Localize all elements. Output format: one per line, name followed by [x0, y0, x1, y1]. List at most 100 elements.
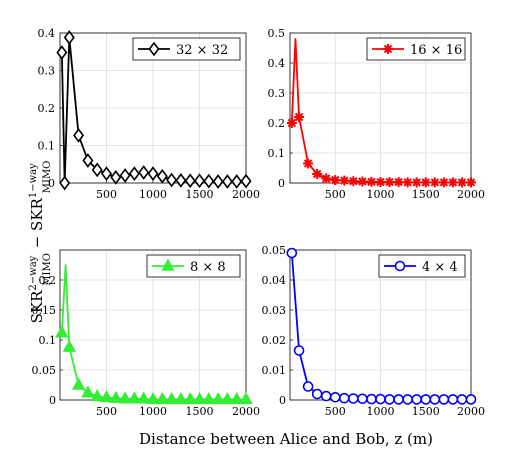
subplot-grid: 500 1000 1500 2000 0 0.1 0.2 0.3 0.4 32 × 32 500 10…	[32, 27, 486, 418]
series-markers	[56, 30, 252, 191]
data-point	[118, 391, 132, 404]
data-point	[320, 390, 332, 402]
x-tick-label: 1500	[412, 188, 440, 201]
x-tick-label: 500	[325, 405, 346, 418]
data-point	[366, 393, 377, 405]
data-point	[321, 173, 332, 184]
y-tick-label: 0.1	[268, 147, 286, 160]
legend: 8 × 8	[146, 254, 241, 278]
data-point	[192, 391, 207, 405]
data-point	[99, 390, 114, 403]
x-axis-label: Distance between Alice and Bob, z (m)	[139, 430, 433, 448]
y-tick-label: 0.01	[262, 364, 287, 377]
y-label-sup1: 2−way	[28, 255, 39, 290]
series-markers	[286, 112, 476, 188]
data-point	[286, 247, 298, 259]
y-tick-label: 0.3	[38, 65, 56, 78]
y-label-base2: SKR	[28, 197, 46, 230]
data-point	[81, 385, 95, 398]
data-point	[231, 174, 243, 189]
y-label-sub1: MIMO	[42, 253, 53, 286]
data-point	[330, 175, 341, 185]
data-point	[302, 381, 314, 392]
y-tick-label: 0.2	[268, 117, 286, 130]
data-point	[420, 177, 431, 188]
data-point	[62, 339, 76, 352]
legend-label: 32 × 32	[176, 43, 228, 58]
legend-label: 8 × 8	[190, 260, 226, 275]
x-tick-label: 500	[96, 188, 117, 201]
x-tick-label: 500	[325, 188, 346, 201]
data-point	[174, 391, 188, 405]
data-point	[294, 112, 305, 122]
y-tick-label: 0.4	[268, 57, 286, 70]
data-point	[91, 162, 103, 178]
data-point	[82, 153, 94, 168]
data-point	[202, 391, 216, 405]
data-point	[456, 394, 468, 405]
y-axis-label: SKR2−way MIMO − SKR1−way MIMO	[28, 161, 53, 324]
data-point	[348, 176, 359, 187]
x-tick-label: 1000	[367, 188, 395, 201]
data-point	[175, 173, 187, 188]
y-label-base1: SKR	[28, 290, 46, 323]
y-tick-label: 0.2	[39, 274, 57, 287]
data-point	[438, 394, 450, 405]
data-point	[127, 391, 142, 404]
data-point	[73, 128, 85, 143]
data-point	[110, 170, 122, 185]
y-tick-label: 0.1	[38, 140, 56, 153]
data-point	[375, 177, 386, 188]
subplot-4: 500 1000 1500 2000 0 0.01 0.02 0.03 0.04 0.05 4 × …	[262, 244, 486, 418]
x-tick-label: 2000	[457, 188, 485, 201]
y-tick-label: 0.05	[262, 244, 287, 257]
y-tick-label: 0.04	[262, 274, 287, 287]
y-label-sub2: MIMO	[42, 161, 53, 194]
data-point	[311, 388, 323, 400]
data-point	[312, 169, 323, 179]
x-tick-label: 2000	[232, 405, 260, 418]
y-tick-label: 0	[48, 177, 55, 190]
data-point	[56, 45, 68, 60]
y-tick-label: 0	[278, 177, 285, 190]
legend: 4 × 4	[378, 254, 466, 278]
data-point	[239, 391, 253, 405]
y-tick-label: 0.3	[268, 87, 286, 100]
y-tick-label: 0	[279, 394, 286, 407]
data-point	[384, 177, 395, 188]
x-tick-label: 1500	[412, 405, 440, 418]
data-point	[429, 394, 441, 405]
data-point	[101, 166, 112, 181]
legend-marker	[394, 260, 406, 272]
legend-marker	[148, 41, 160, 57]
data-point	[411, 177, 422, 188]
subplot-1: 500 1000 1500 2000 0 0.1 0.2 0.3 0.4 32 × 32	[38, 27, 261, 201]
legend: 32 × 32	[132, 37, 241, 61]
data-point	[465, 394, 477, 405]
data-point	[119, 168, 131, 183]
series-markers	[286, 247, 477, 405]
subplot-3: 500 1000 1500 2000 0 0.05 0.1 0.15 0.2 8 × 8	[32, 249, 260, 418]
data-point	[155, 391, 169, 405]
data-point	[366, 176, 377, 187]
subplot-2: 500 1000 1500 2000 0 0.1 0.2 0.3 0.4 0.5 16 × 16	[268, 27, 486, 201]
y-label-sup2: 1−way	[28, 163, 39, 198]
data-point	[466, 177, 476, 188]
data-point	[90, 388, 104, 402]
y-tick-label: 0.03	[262, 304, 287, 317]
data-point	[128, 166, 140, 181]
data-point	[339, 175, 350, 186]
data-point	[59, 175, 71, 191]
data-point	[286, 118, 297, 128]
data-point	[293, 345, 305, 356]
data-point	[447, 394, 459, 405]
data-point	[221, 174, 233, 189]
y-tick-label: 0.15	[32, 304, 57, 317]
data-point	[393, 394, 404, 405]
data-point	[420, 394, 432, 405]
data-point	[348, 393, 359, 404]
x-tick-label: 1000	[139, 405, 167, 418]
data-point	[230, 391, 244, 405]
data-point	[338, 392, 350, 404]
legend-label: 4 × 4	[422, 260, 458, 275]
